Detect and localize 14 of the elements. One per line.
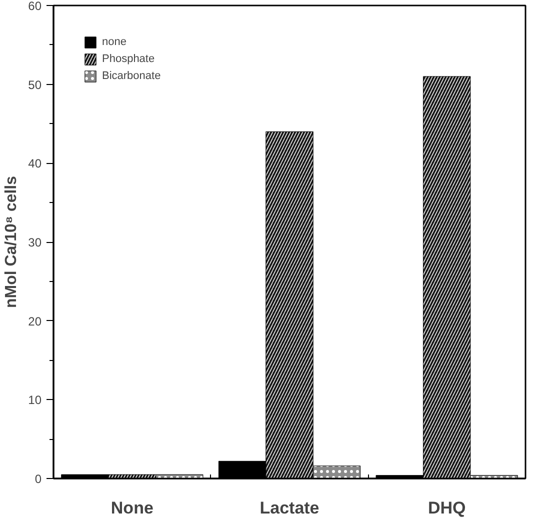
x-tick-label: Lactate <box>260 498 320 518</box>
legend-label: none <box>102 36 126 48</box>
y-tick-label: 40 <box>28 156 42 171</box>
y-tick-label: 60 <box>28 0 42 13</box>
x-tick-label: None <box>110 498 154 518</box>
y-tick-label: 50 <box>28 78 42 92</box>
y-tick-label: 10 <box>28 393 42 408</box>
legend-label: Phosphate <box>102 53 155 65</box>
y-tick-label: 20 <box>28 314 42 328</box>
x-tick-label: DHQ <box>428 498 466 518</box>
legend-label: Bicarbonate <box>102 70 161 82</box>
y-tick-label: 30 <box>28 236 42 250</box>
y-tick-label: 0 <box>34 472 42 486</box>
y-axis-title: nMol Ca/10⁸ cells <box>3 176 20 308</box>
